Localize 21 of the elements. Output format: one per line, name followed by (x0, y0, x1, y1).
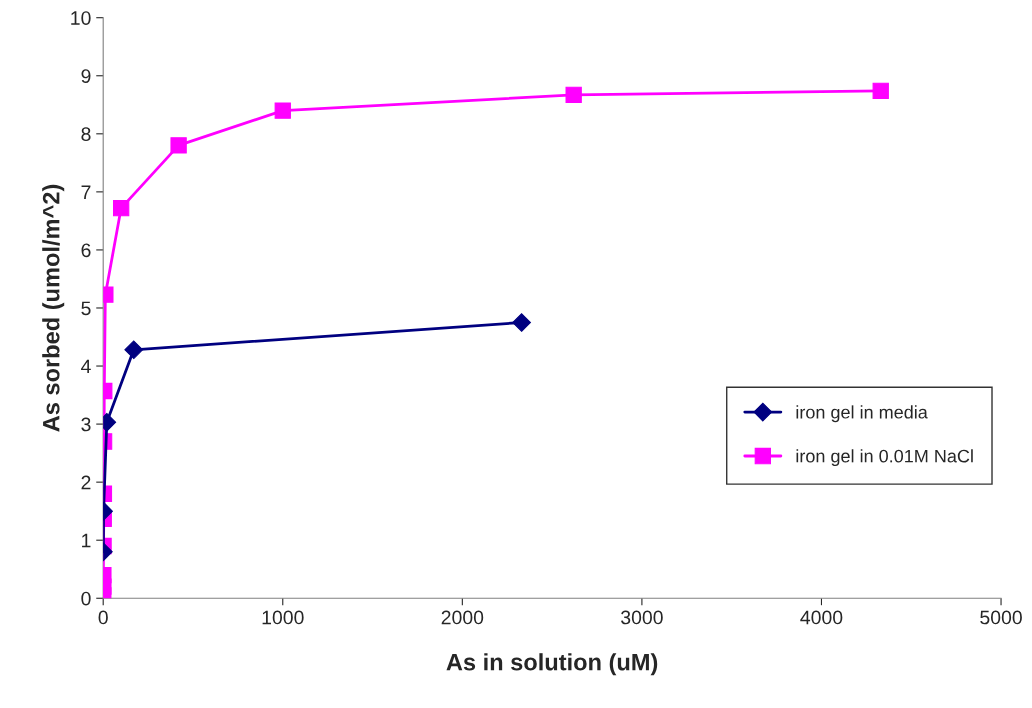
x-tick-label: 5000 (980, 610, 1022, 625)
x-tick-label: 0 (98, 610, 108, 625)
y-tick-label: 4 (81, 359, 91, 374)
y-tick-label: 2 (81, 475, 91, 490)
x-axis-title: As in solution (uM) (446, 653, 658, 676)
x-tick-label: 4000 (800, 610, 843, 625)
x-tick-label: 2000 (441, 610, 484, 625)
y-tick-label: 3 (81, 417, 91, 432)
y-tick-label: 8 (81, 127, 91, 142)
y-tick-label: 7 (81, 185, 91, 199)
y-tick-label: 0 (81, 591, 91, 606)
x-tick-label: 1000 (262, 610, 304, 625)
y-tick-label: 10 (71, 11, 91, 25)
y-tick-label: 5 (81, 301, 91, 316)
y-tick-label: 9 (81, 69, 91, 83)
y-tick-label: 6 (81, 243, 91, 258)
legend-label: iron gel in media (796, 405, 928, 423)
legend-label: iron gel in 0.01M NaCl (796, 449, 973, 467)
y-tick-label: 1 (82, 533, 91, 548)
x-tick-label: 3000 (621, 610, 663, 625)
y-axis-title: As sorbed (umol/m^2) (42, 184, 65, 432)
